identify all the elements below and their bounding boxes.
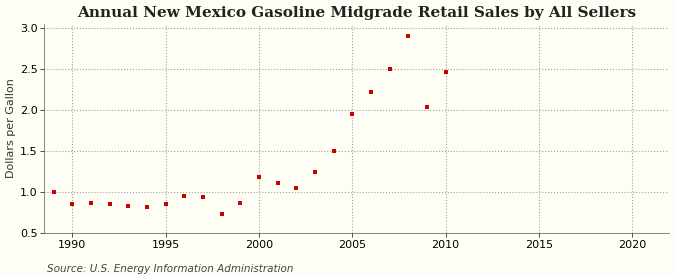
Point <box>403 34 414 38</box>
Point <box>328 149 339 153</box>
Text: Source: U.S. Energy Information Administration: Source: U.S. Energy Information Administ… <box>47 264 294 274</box>
Point <box>421 105 432 110</box>
Point <box>440 70 451 74</box>
Point <box>291 186 302 190</box>
Point <box>179 194 190 199</box>
Point <box>347 112 358 116</box>
Point <box>160 202 171 207</box>
Title: Annual New Mexico Gasoline Midgrade Retail Sales by All Sellers: Annual New Mexico Gasoline Midgrade Reta… <box>78 6 637 20</box>
Point <box>216 211 227 216</box>
Point <box>142 205 153 209</box>
Point <box>105 202 115 206</box>
Point <box>254 175 265 180</box>
Point <box>67 202 78 206</box>
Point <box>366 90 377 94</box>
Point <box>235 201 246 205</box>
Point <box>198 195 209 199</box>
Point <box>86 201 97 205</box>
Point <box>272 181 283 185</box>
Point <box>49 190 59 194</box>
Y-axis label: Dollars per Gallon: Dollars per Gallon <box>5 78 16 178</box>
Point <box>123 204 134 208</box>
Point <box>310 169 321 174</box>
Point <box>384 67 395 71</box>
